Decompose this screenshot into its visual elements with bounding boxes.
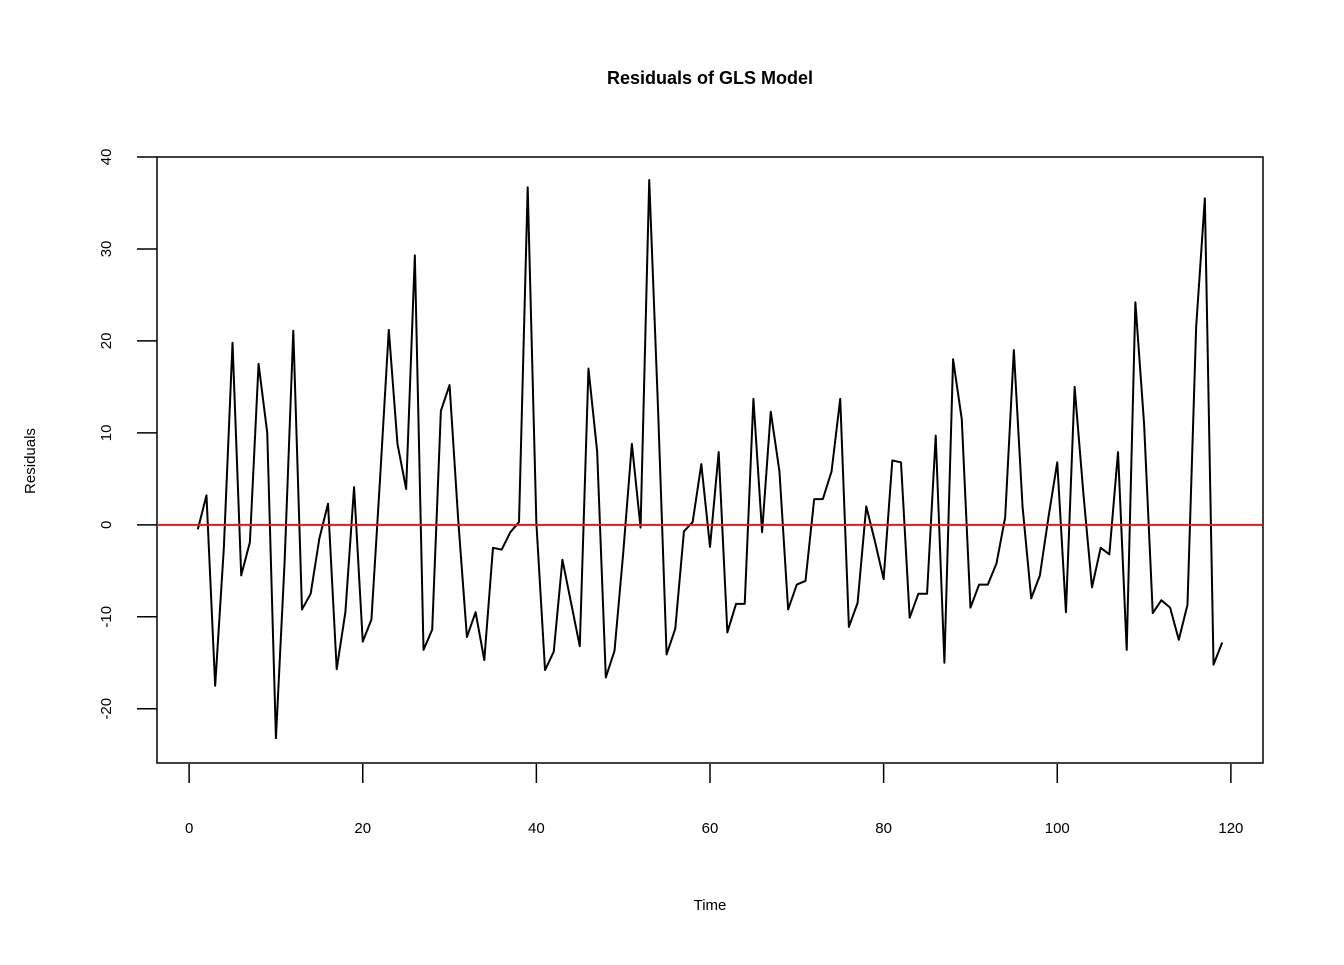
x-tick-label: 0	[185, 820, 193, 837]
x-tick-label: 20	[354, 820, 371, 837]
chart-title: Residuals of GLS Model	[607, 68, 813, 88]
residuals-series-line	[196, 178, 1224, 740]
plot-frame	[156, 156, 1264, 764]
x-axis: 0 20 40 60 80 100 120	[185, 764, 1243, 837]
y-tick-label: 0	[98, 521, 115, 529]
x-tick-label: 120	[1218, 820, 1243, 837]
y-tick-label: 30	[98, 241, 115, 258]
x-tick-label: 80	[875, 820, 892, 837]
x-tick-label: 60	[702, 820, 719, 837]
y-tick-label: 20	[98, 333, 115, 350]
y-axis-label: Residuals	[22, 428, 39, 494]
y-tick-label: 40	[98, 149, 115, 166]
y-tick-label: 10	[98, 425, 115, 442]
y-axis: -20 -10 0 10 20 30 40	[98, 149, 157, 720]
y-tick-label: -10	[98, 606, 115, 628]
y-tick-label: -20	[98, 698, 115, 720]
x-tick-label: 40	[528, 820, 545, 837]
x-axis-label: Time	[694, 897, 727, 914]
series-layer	[196, 178, 1224, 740]
x-tick-label: 100	[1045, 820, 1070, 837]
